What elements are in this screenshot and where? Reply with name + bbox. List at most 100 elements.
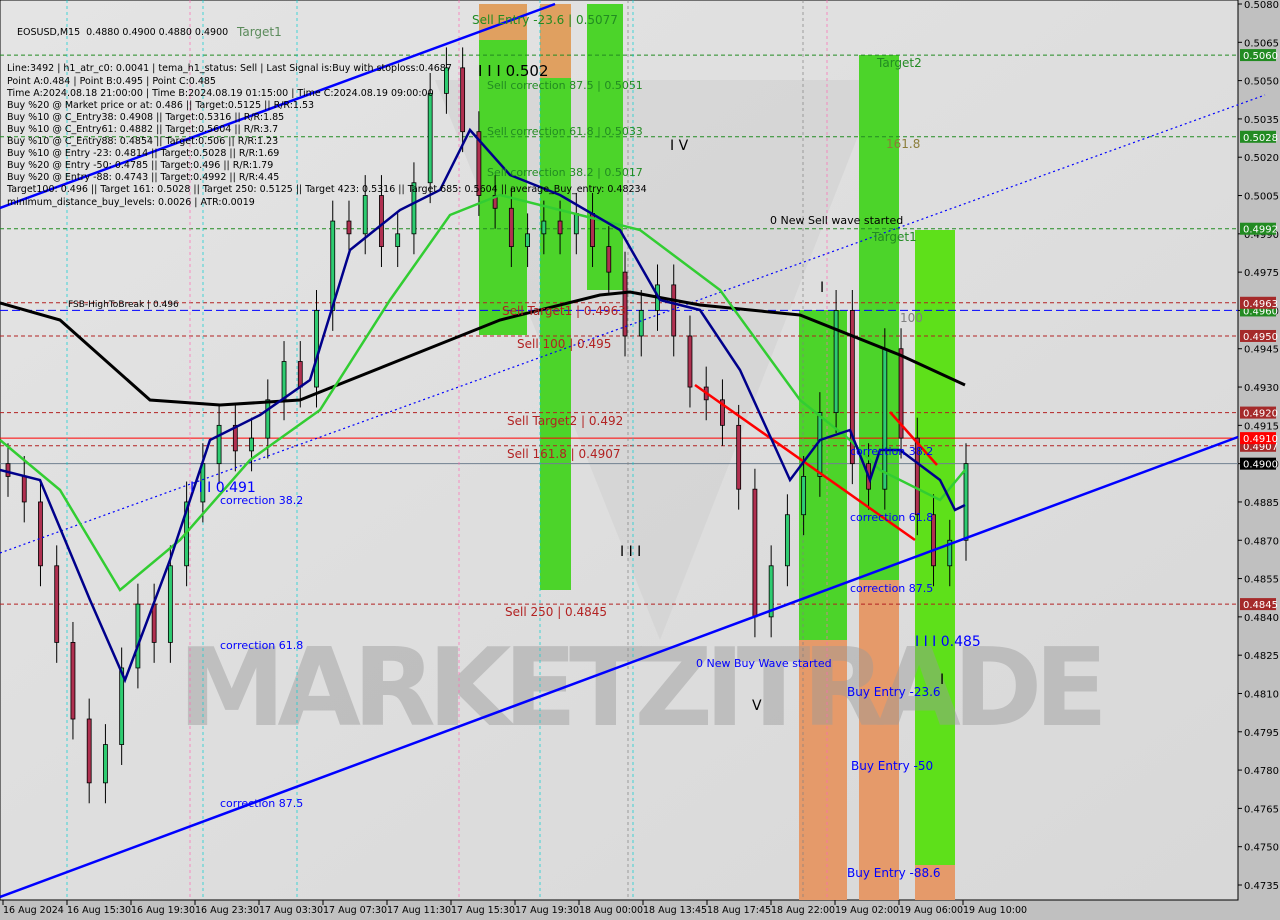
candle bbox=[119, 667, 125, 745]
label: Sell correction 38.2 | 0.5017 bbox=[487, 166, 643, 179]
lower-trendline bbox=[0, 435, 1239, 899]
candle bbox=[671, 284, 677, 337]
info-line: minimum_distance_buy_levels: 0.0026 | AT… bbox=[7, 196, 255, 208]
x-tick-label: 17 Aug 03:30 bbox=[259, 905, 323, 916]
label: Sell Target2 | 0.492 bbox=[507, 414, 623, 428]
candle bbox=[914, 437, 920, 516]
candle bbox=[411, 182, 417, 235]
time-axis[interactable]: 16 Aug 2024 16 Aug 15:30 16 Aug 19:30 16 Au… bbox=[2, 900, 1027, 916]
candle bbox=[427, 92, 433, 184]
x-tick-label: 17 Aug 11:30 bbox=[387, 905, 451, 916]
red-trendline bbox=[694, 383, 916, 542]
x-tick-label: 19 Aug 06:00 bbox=[899, 905, 963, 916]
zone-box bbox=[540, 78, 571, 590]
symbol-title: EOSUSD,M15 0.4880 0.4900 0.4880 0.4900 bbox=[17, 27, 229, 39]
price-tag-label: 0.4950 bbox=[1243, 332, 1278, 343]
y-tick-label: 0.4855 bbox=[1244, 575, 1279, 586]
price-tag-label: 0.4845 bbox=[1243, 600, 1278, 611]
zone-box bbox=[915, 865, 955, 900]
info-line: Buy %20 @ Entry -88: 0.4743 || Target:0.… bbox=[7, 172, 280, 184]
label: I I I 0.491 bbox=[190, 480, 256, 496]
label: I V bbox=[670, 138, 689, 154]
price-tag-label: 0.4960 bbox=[1243, 306, 1278, 317]
price-tag-label: 0.5028 bbox=[1243, 133, 1278, 144]
label: V bbox=[752, 698, 762, 714]
y-tick-label: 0.4990 bbox=[1244, 230, 1279, 241]
x-tick-label: 19 Aug 02:00 bbox=[835, 905, 899, 916]
label: I bbox=[940, 672, 944, 688]
navy-ma bbox=[0, 127, 966, 684]
price-tag bbox=[1240, 222, 1276, 235]
candle bbox=[931, 514, 936, 567]
candle bbox=[460, 67, 466, 133]
label: Target2 bbox=[876, 56, 922, 70]
candle bbox=[476, 131, 482, 196]
level-lines bbox=[0, 54, 1238, 605]
label: Sell 250 | 0.4845 bbox=[505, 605, 607, 619]
candle bbox=[5, 463, 11, 477]
candle bbox=[720, 399, 725, 426]
x-tick-label: 16 Aug 15:30 bbox=[67, 905, 131, 916]
price-tag-label: 0.4900 bbox=[1243, 460, 1278, 471]
price-axis[interactable]: 0.5080 0.5065 0.5050 0.5035 0.5020 0.5005 0.49… bbox=[1238, 0, 1279, 892]
info-line: Point A:0.484 | Point B:0.495 | Point C:… bbox=[7, 75, 216, 87]
watermark: MARKETZITRADE bbox=[178, 626, 1108, 751]
label: Sell Entry -23.6 | 0.5077 bbox=[472, 13, 618, 27]
label: correction 38.2 bbox=[220, 494, 303, 507]
x-tick-label: 19 Aug 10:00 bbox=[963, 905, 1027, 916]
y-tick-label: 0.4975 bbox=[1244, 268, 1279, 279]
y-tick-label: 0.4930 bbox=[1244, 383, 1279, 394]
y-tick-label: 0.4915 bbox=[1244, 421, 1279, 432]
x-tick-label: 18 Aug 22:00 bbox=[771, 905, 835, 916]
candle bbox=[103, 744, 108, 784]
candle bbox=[21, 476, 27, 503]
zone-box bbox=[479, 40, 527, 335]
y-tick-label: 0.4885 bbox=[1244, 498, 1279, 509]
candle bbox=[768, 565, 774, 618]
label: Target1 bbox=[236, 25, 282, 39]
candle bbox=[736, 424, 742, 490]
candle bbox=[346, 220, 352, 235]
y-tick-label: 0.5035 bbox=[1244, 115, 1279, 126]
y-tick-label: 0.4945 bbox=[1244, 345, 1279, 356]
price-tag-label: 0.4992 bbox=[1243, 225, 1278, 236]
label: FSB-HighToBreak | 0.496 bbox=[68, 300, 179, 310]
price-tag-label: 0.4907 bbox=[1243, 442, 1278, 453]
price-tag bbox=[1240, 49, 1276, 62]
x-tick-label: 16 Aug 2024 bbox=[3, 905, 64, 916]
candle bbox=[265, 399, 271, 439]
candle bbox=[898, 348, 904, 439]
label: I I I bbox=[620, 544, 641, 560]
y-tick-label: 0.4810 bbox=[1244, 689, 1279, 700]
y-tick-label: 0.4870 bbox=[1244, 536, 1279, 547]
candle bbox=[801, 476, 807, 516]
candle bbox=[817, 412, 823, 477]
candle bbox=[135, 603, 141, 669]
zone-box bbox=[540, 4, 571, 78]
candle bbox=[849, 310, 855, 465]
x-tick-label: 17 Aug 19:30 bbox=[515, 905, 579, 916]
x-tick-label: 16 Aug 19:30 bbox=[131, 905, 195, 916]
label: Sell Target1 | 0.4963 bbox=[502, 304, 626, 318]
label: Buy Entry -23.6 bbox=[847, 685, 941, 699]
green-ma bbox=[0, 193, 966, 592]
candle bbox=[167, 565, 173, 643]
price-tag bbox=[1240, 457, 1276, 470]
moving-averages bbox=[0, 127, 966, 684]
candle bbox=[687, 335, 693, 388]
x-tick-label: 17 Aug 07:30 bbox=[323, 905, 387, 916]
label: 161.8 bbox=[886, 137, 920, 151]
label: 0 New Sell wave started bbox=[770, 214, 903, 227]
x-tick-label: 17 Aug 15:30 bbox=[451, 905, 515, 916]
y-tick-label: 0.5080 bbox=[1244, 0, 1279, 11]
price-tag bbox=[1240, 598, 1276, 611]
candle bbox=[492, 195, 498, 209]
candle bbox=[444, 67, 449, 94]
candle bbox=[38, 501, 43, 567]
candle bbox=[70, 642, 76, 720]
zone-box bbox=[799, 640, 847, 900]
candle bbox=[963, 463, 969, 541]
candle bbox=[752, 488, 758, 618]
label: 100 bbox=[900, 311, 923, 325]
